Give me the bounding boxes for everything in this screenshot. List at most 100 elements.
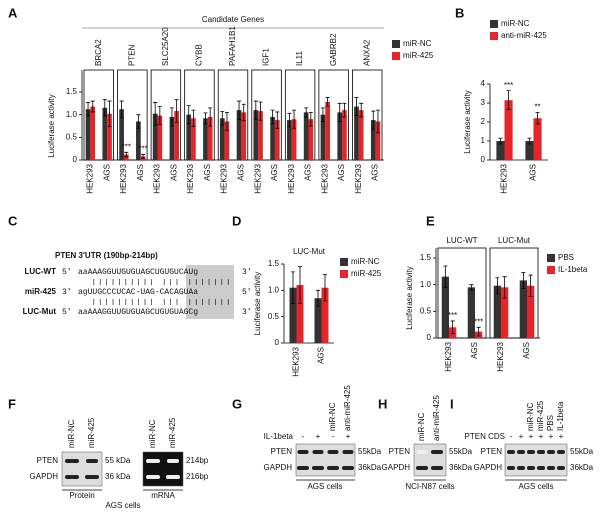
panel-letter: D [232, 213, 241, 228]
error-bar [141, 154, 146, 159]
bar [191, 118, 196, 160]
error-bar [371, 110, 376, 130]
seq-end: 3' [62, 288, 72, 297]
bar [85, 109, 91, 160]
y-tick-label: 0 [275, 338, 280, 347]
error-bar [174, 99, 179, 123]
legend-swatch [490, 20, 498, 28]
x-tick-label: AGS [470, 342, 479, 359]
bar [527, 285, 535, 338]
header: Candidate Genes [202, 15, 264, 24]
row-label: PTEN [271, 447, 293, 456]
error-bar [506, 90, 511, 111]
bar [241, 112, 247, 160]
legend-swatch [547, 266, 555, 274]
bar [186, 114, 192, 160]
band [312, 450, 324, 454]
x-tick-label: HEK293 [500, 163, 509, 193]
seq-end: 5' [62, 308, 72, 317]
size-label: 36kDa [358, 463, 382, 472]
bar [337, 112, 343, 160]
error-bar [323, 274, 327, 302]
group-box [437, 247, 487, 339]
panel-letter: E [426, 213, 435, 228]
sequence: aaAAAGGUUGUGUAGCUGUGUCAUg [78, 268, 198, 277]
bar [224, 121, 230, 160]
error-bar [443, 265, 448, 288]
band [507, 450, 515, 454]
group-label: ANXA2 [362, 39, 371, 66]
sign: - [510, 432, 513, 441]
bar [325, 101, 330, 160]
error-bar [450, 320, 455, 335]
row-label: GAPDH [474, 463, 503, 472]
bar [136, 121, 141, 160]
error-bar [191, 109, 196, 127]
legend-swatch [340, 258, 348, 266]
bar [308, 119, 314, 160]
legend-label: miR-425 [351, 269, 382, 278]
y-tick-label: 1.0 [268, 285, 280, 294]
legend-label: miR-NC [403, 39, 432, 48]
bar [519, 280, 527, 338]
y-tick-label: 1.0 [420, 280, 432, 289]
bar [296, 285, 304, 343]
blot [504, 443, 568, 477]
legend-label: anti-miR-425 [501, 31, 547, 40]
band [527, 450, 535, 454]
group-box [217, 69, 249, 161]
band [557, 466, 565, 470]
error-bar [102, 99, 107, 117]
panel-letter: G [232, 396, 242, 411]
bar [274, 120, 280, 160]
error-bar [220, 111, 225, 126]
legend-label: IL-1beta [558, 265, 588, 274]
bar [370, 120, 376, 160]
group-label: CYBB [195, 44, 204, 66]
bar [320, 114, 326, 160]
panel-letter: A [8, 5, 18, 20]
y-tick-label: 4 [481, 79, 486, 88]
significance: *** [448, 311, 457, 320]
band [342, 466, 354, 470]
significance: *** [504, 81, 513, 90]
lane-label: miR-NC [526, 402, 535, 431]
bar [354, 106, 359, 160]
x-tick-label: AGS [371, 164, 380, 181]
lane-label: miR-NC [148, 419, 157, 448]
error-bar [342, 102, 347, 118]
bar [525, 141, 534, 160]
seq-end: 3' [242, 308, 252, 317]
group-label: GABRB2 [329, 33, 338, 66]
x-tick-label: HEK293 [186, 163, 195, 193]
significance: *** [138, 145, 147, 154]
error-bar [502, 276, 507, 299]
bar [152, 113, 158, 160]
lane-label: anti-miR-425 [432, 395, 441, 441]
y-axis-label: Luciferase activity [253, 272, 262, 336]
bar [321, 287, 329, 343]
seq-name: LUC-Mut [23, 307, 57, 316]
band [85, 475, 99, 479]
group-box [318, 69, 349, 161]
bar [203, 118, 208, 160]
group-label: PTEN [127, 44, 136, 66]
error-bar [521, 272, 526, 289]
blot [142, 451, 184, 487]
error-bar [320, 107, 325, 122]
band [297, 466, 309, 470]
bar [501, 287, 509, 338]
error-bar [237, 100, 242, 120]
band [167, 459, 179, 463]
row-label: GAPDH [382, 463, 411, 472]
chart-title: LUC-Mut [293, 247, 326, 256]
panel-letter: F [8, 396, 16, 411]
significance: ** [534, 103, 540, 112]
error-bar [169, 107, 174, 127]
band [517, 466, 525, 470]
seq-name: miR-425 [25, 287, 57, 296]
y-axis-label: Luciferase activity [463, 90, 472, 154]
lane-label: miR-425 [168, 417, 177, 448]
bar [174, 111, 179, 160]
panel-letter: B [455, 5, 464, 20]
